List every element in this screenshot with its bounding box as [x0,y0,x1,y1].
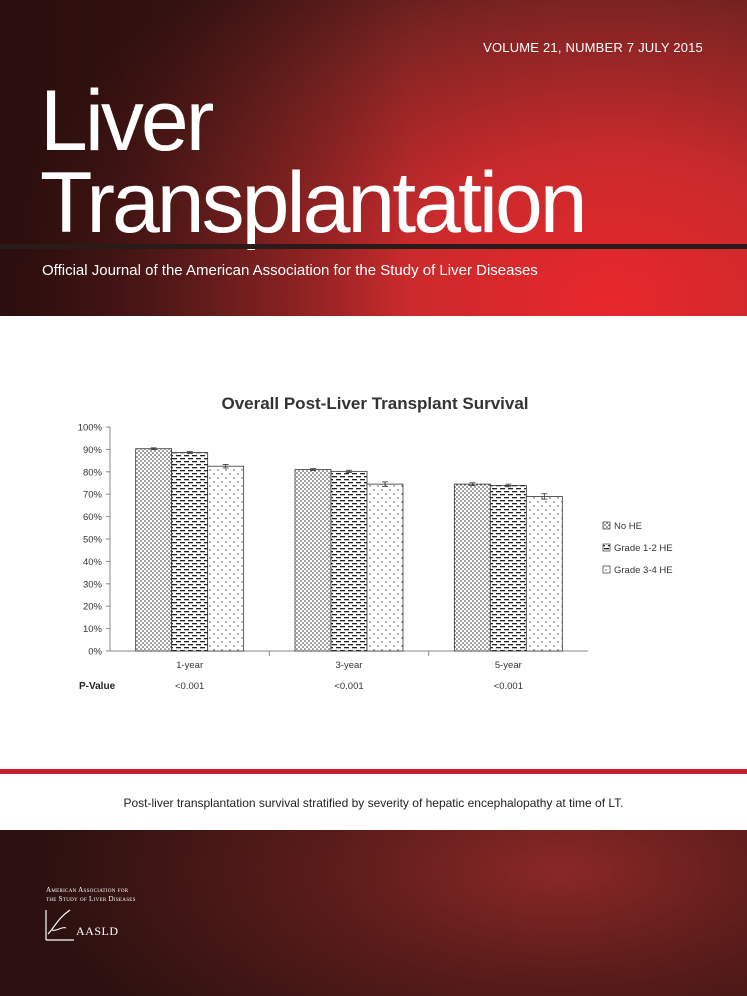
journal-subtitle: Official Journal of the American Associa… [42,262,538,279]
caption-divider [0,769,747,774]
aasld-logo-name: AASLD [76,924,119,938]
y-tick-label: 100% [78,423,103,434]
legend-label: No HE [614,521,642,532]
aasld-line1: American Association for [46,886,129,894]
chart-legend: No HE Grade 1-2 HE Grade 3-4 HE [602,521,673,576]
x-tick-label: 3-year [336,660,363,671]
y-tick-label: 40% [83,557,103,568]
bar [171,452,209,652]
cover-footer [0,830,747,996]
p-value-heading: P-Value [79,681,116,692]
journal-title-line2: Transplantation [40,155,588,251]
aasld-logo-icon [45,909,74,941]
y-tick-label: 30% [83,579,103,590]
legend-label: Grade 3-4 HE [614,565,673,576]
p-value-label: <0.001 [334,681,363,692]
x-tick-label: 5-year [495,660,522,671]
bar [489,485,527,652]
y-tick-label: 70% [83,490,103,501]
chart-bars [135,447,563,652]
cover-header [0,0,747,316]
bar [135,448,173,652]
p-value-label: <0.001 [494,681,523,692]
survival-chart: Overall Post-Liver Transplant Survival 0… [78,394,673,692]
y-tick-label: 10% [83,624,103,635]
y-tick-label: 80% [83,467,103,478]
issue-info: VOLUME 21, NUMBER 7 JULY 2015 [483,40,703,55]
legend-swatch [602,565,611,574]
legend-label: Grade 1-2 HE [614,543,673,554]
p-value-label: <0.001 [175,681,204,692]
title-divider [0,244,747,249]
bar [330,470,368,652]
y-tick-label: 0% [88,647,102,658]
journal-title-line1: Liver [40,73,214,169]
bar [294,469,332,652]
x-tick-label: 1-year [176,660,203,671]
chart-title: Overall Post-Liver Transplant Survival [221,394,528,413]
bar [366,483,404,652]
aasld-line2: the Study of Liver Diseases [46,895,136,903]
legend-swatch [602,543,611,552]
header-shade [0,0,747,316]
y-tick-label: 50% [83,535,103,546]
y-tick-label: 90% [83,445,103,456]
bar [207,465,245,652]
aasld-logo-text: American Association for the Study of Li… [46,886,136,904]
y-tick-label: 60% [83,512,103,523]
figure-caption: Post-liver transplantation survival stra… [123,796,624,810]
bar [453,483,491,652]
bar [525,496,563,652]
y-tick-label: 20% [83,602,103,613]
legend-swatch [602,521,611,530]
